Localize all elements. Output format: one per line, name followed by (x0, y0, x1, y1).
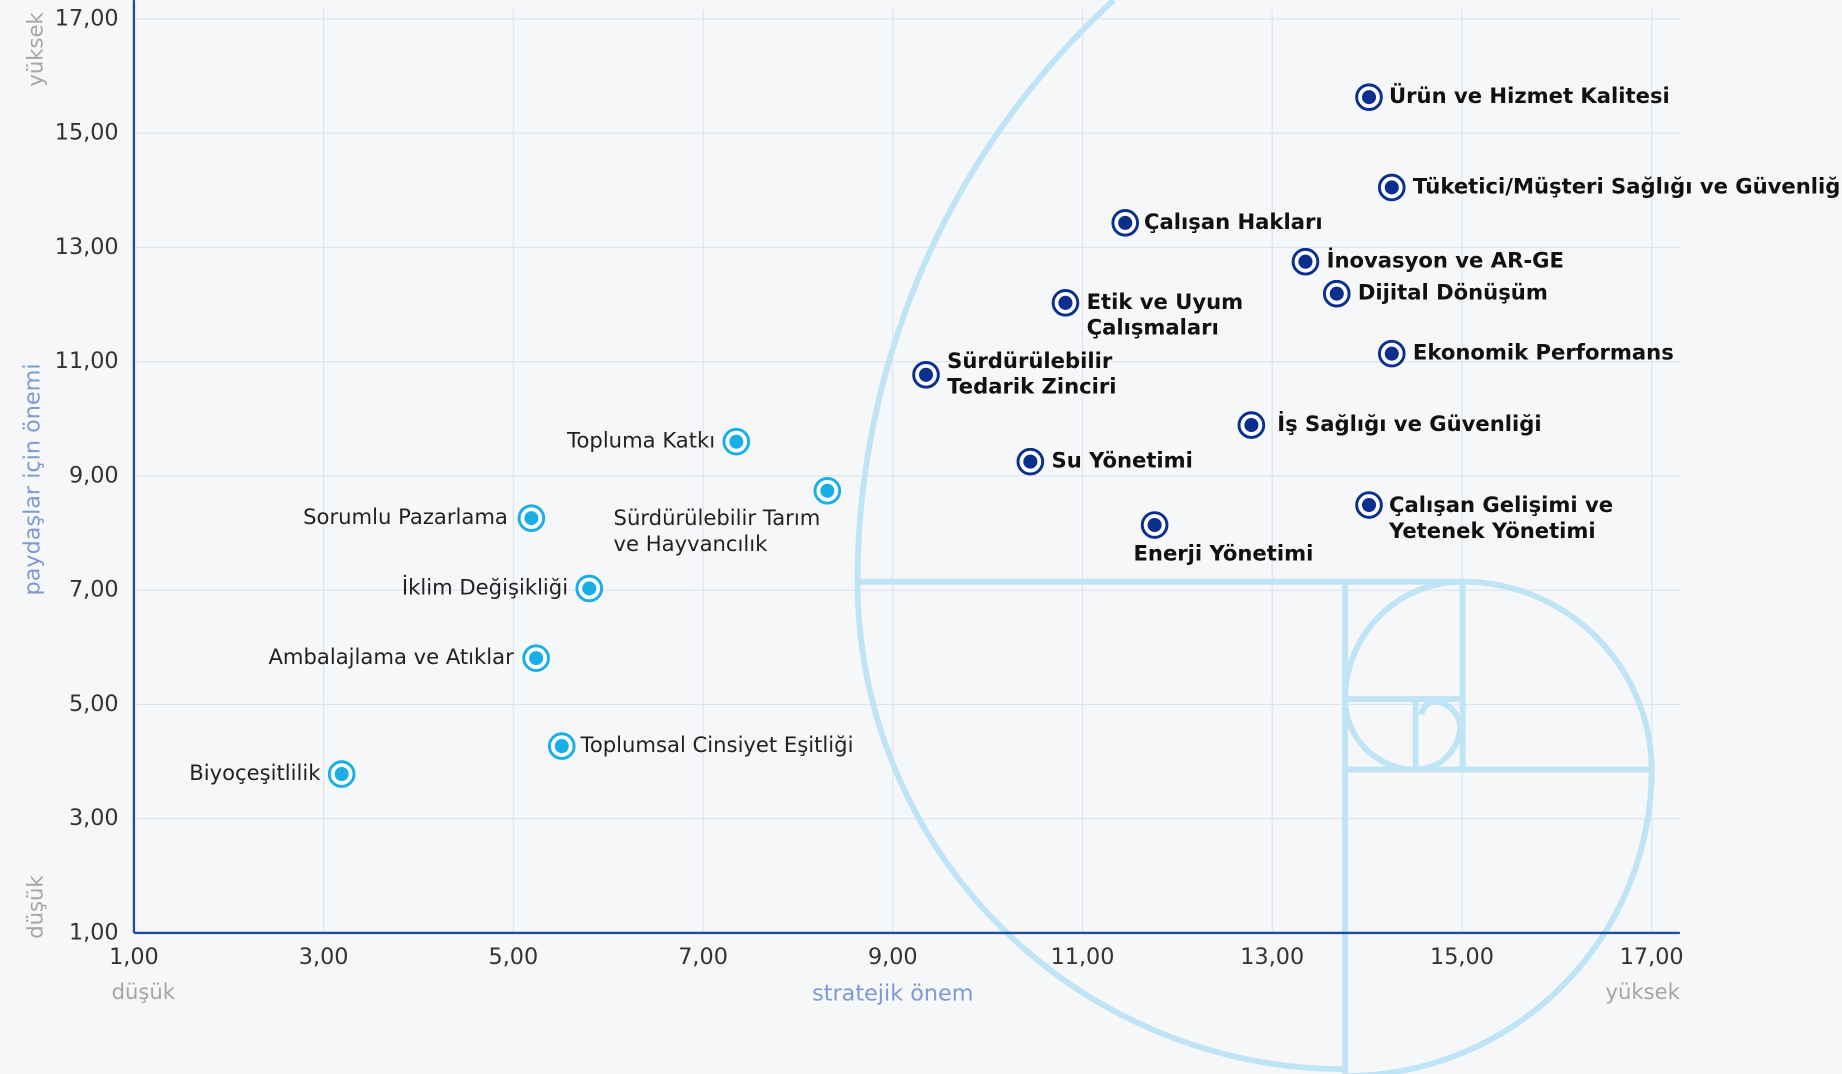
y-tick-label: 11,00 (55, 348, 119, 374)
point-label: Ambalajlama ve Atıklar (268, 644, 514, 669)
point-label: Toplumsal Cinsiyet Eşitliği (580, 732, 854, 757)
y-tick-label: 17,00 (55, 5, 119, 31)
point-dot (1298, 255, 1312, 269)
point-dot (1023, 455, 1037, 469)
point-label: Enerji Yönetimi (1133, 540, 1313, 565)
point-label: Biyoçeşitlilik (189, 760, 321, 785)
point (724, 429, 749, 454)
point-dot (335, 767, 349, 781)
y-tick-label: 15,00 (55, 120, 119, 146)
point (1053, 290, 1078, 315)
x-high-label: yüksek (1606, 979, 1681, 1004)
point-dot (524, 511, 538, 525)
y-low-label: düşük (22, 875, 47, 939)
point-label: İnovasyon ve AR-GE (1327, 248, 1564, 273)
x-tick-label: 15,00 (1430, 944, 1494, 970)
point (577, 576, 602, 601)
x-tick-label: 7,00 (678, 944, 728, 970)
point-label: Sürdürülebilir (947, 348, 1113, 373)
point-label: Tedarik Zinciri (947, 374, 1116, 399)
x-tick-label: 17,00 (1620, 944, 1684, 970)
x-tick-label: 9,00 (868, 944, 918, 970)
point-label: İş Sağlığı ve Güvenliği (1277, 411, 1541, 436)
y-tick-label: 9,00 (69, 462, 119, 488)
x-low-label: düşük (112, 979, 176, 1004)
point-dot (1330, 287, 1344, 301)
point-label: Topluma Katkı (566, 428, 715, 453)
y-tick-label: 5,00 (69, 691, 119, 717)
x-tick-label: 1,00 (109, 944, 159, 970)
point (1379, 341, 1404, 366)
y-tick-label: 7,00 (69, 577, 119, 603)
point-label: Su Yönetimi (1051, 448, 1192, 473)
point-dot (1362, 90, 1376, 104)
point-dot (1362, 498, 1376, 512)
point (1293, 249, 1318, 274)
point-dot (1118, 216, 1132, 230)
point-dot (529, 651, 543, 665)
point (914, 362, 939, 387)
point (1113, 211, 1138, 236)
point-label: ve Hayvancılık (614, 531, 769, 556)
x-tick-label: 13,00 (1240, 944, 1304, 970)
x-tick-label: 3,00 (299, 944, 349, 970)
point-label: Ekonomik Performans (1413, 340, 1674, 365)
point (519, 506, 544, 531)
point-label: Sorumlu Pazarlama (303, 504, 508, 529)
y-axis-title: paydaşlar için önemi (19, 363, 45, 595)
point (524, 646, 549, 671)
point-label: Çalışan Gelişimi ve (1389, 492, 1613, 517)
point-dot (555, 739, 569, 753)
point-dot (582, 581, 596, 595)
point-label: Tüketici/Müşteri Sağlığı ve Güvenliği (1413, 173, 1842, 198)
x-tick-label: 5,00 (489, 944, 539, 970)
x-axis-title: stratejik önem (812, 980, 973, 1006)
page: stratejik önem düşük yüksek paydaşlar iç… (0, 0, 1842, 1074)
chart: stratejik önem düşük yüksek paydaşlar iç… (0, 0, 1842, 1074)
point (1018, 449, 1043, 474)
point-label: Çalışmaları (1087, 315, 1219, 340)
point-dot (1244, 418, 1258, 432)
point-label: Dijital Dönüşüm (1358, 280, 1548, 305)
point-dot (1385, 180, 1399, 194)
point-label: İklim Değişikliği (402, 574, 568, 599)
point (1379, 175, 1404, 200)
point (329, 762, 354, 787)
point-label: Ürün ve Hizmet Kalitesi (1389, 83, 1670, 108)
point-label: Sürdürülebilir Tarım (614, 505, 821, 530)
point (1142, 513, 1167, 538)
point-dot (919, 368, 933, 382)
point-label: Etik ve Uyum (1087, 289, 1244, 314)
y-tick-label: 1,00 (69, 919, 119, 945)
y-tick-label: 3,00 (69, 805, 119, 831)
point (1357, 493, 1382, 518)
point-dot (820, 484, 834, 498)
y-high-label: yüksek (22, 12, 47, 87)
spiral-lines (858, 582, 1652, 1074)
point-dot (1058, 296, 1072, 310)
point (549, 734, 574, 759)
point (1239, 413, 1264, 438)
point-dot (729, 435, 743, 449)
point (815, 478, 840, 503)
y-tick-label: 13,00 (55, 234, 119, 260)
point-dot (1148, 518, 1162, 532)
point-dot (1385, 347, 1399, 361)
point-label: Çalışan Hakları (1144, 209, 1323, 234)
point (1324, 281, 1349, 306)
point-label: Yetenek Yönetimi (1388, 518, 1596, 543)
point (1357, 85, 1382, 110)
x-tick-label: 11,00 (1051, 944, 1115, 970)
